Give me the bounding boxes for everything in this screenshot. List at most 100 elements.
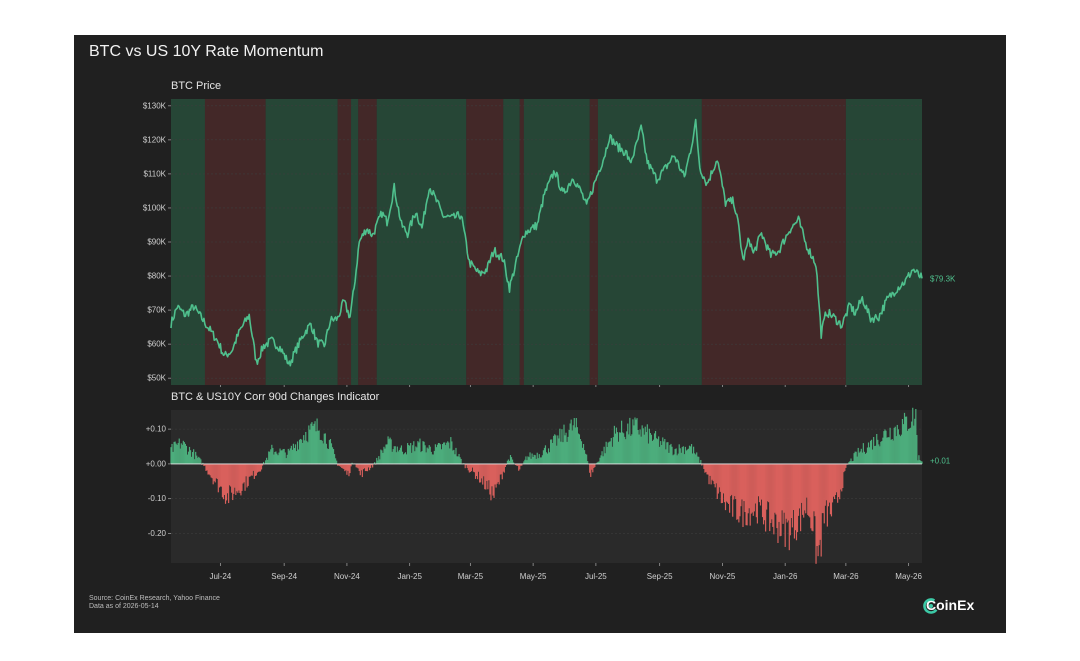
indicator-bar	[383, 446, 385, 464]
indicator-bar	[488, 463, 490, 481]
indicator-bar	[600, 455, 602, 464]
indicator-bar	[322, 443, 324, 464]
indicator-bar	[440, 449, 443, 464]
indicator-bar	[842, 463, 844, 489]
indicator-bar	[853, 453, 855, 464]
indicator-bar	[721, 463, 724, 503]
indicator-bar	[616, 432, 619, 464]
indicator-bar	[794, 463, 797, 531]
indicator-bar	[873, 436, 875, 464]
indicator-bar	[676, 455, 678, 464]
indicator-bar	[454, 454, 456, 464]
indicator-bar	[341, 463, 343, 468]
indicator-bar	[648, 428, 650, 464]
indicator-bar	[912, 407, 914, 464]
indicator-bar	[921, 461, 923, 464]
indicator-bar	[703, 463, 705, 469]
indicator-bar	[409, 445, 411, 464]
indicator-bar	[299, 439, 301, 464]
indicator-bar	[679, 448, 681, 464]
indicator-bar	[265, 460, 267, 464]
indicator-bar	[837, 463, 839, 503]
indicator-bar	[216, 463, 218, 480]
indicator-bar	[388, 439, 390, 464]
indicator-bar	[714, 463, 716, 488]
indicator-bar	[649, 432, 651, 464]
indicator-bar	[505, 463, 507, 466]
indicator-bar	[254, 463, 256, 476]
indicator-bar	[378, 456, 380, 464]
indicator-bar	[861, 452, 863, 464]
indicator-bar	[566, 441, 568, 464]
indicator-bar	[502, 463, 504, 472]
indicator-bar	[593, 463, 595, 468]
indicator-bar	[552, 442, 554, 464]
indicator-bar	[591, 463, 593, 470]
indicator-bar	[723, 463, 726, 503]
indicator-bar	[338, 463, 340, 466]
indicator-bar	[506, 460, 508, 464]
indicator-bar	[192, 452, 194, 464]
indicator-bar	[305, 431, 307, 464]
indicator-bar	[718, 463, 720, 488]
indicator-bar	[420, 452, 422, 464]
indicator-bar	[437, 442, 440, 464]
indicator-bar	[661, 444, 663, 464]
indicator-bar	[689, 446, 692, 464]
price-tick-label: $70K	[147, 306, 166, 315]
indicator-bar	[583, 450, 586, 464]
indicator-bar	[414, 451, 416, 464]
indicator-bar	[571, 430, 573, 464]
indicator-bar	[628, 434, 630, 464]
indicator-bar	[576, 427, 578, 464]
indicator-bar	[722, 463, 725, 494]
indicator-bar	[257, 463, 260, 472]
indicator-bar	[387, 436, 389, 464]
indicator-bar	[546, 453, 549, 464]
indicator-bar	[408, 445, 410, 464]
indicator-bar	[582, 443, 585, 464]
indicator-bar	[609, 441, 611, 464]
x-tick-label: Jul-24	[209, 572, 231, 581]
x-tick-label: May-25	[520, 572, 547, 581]
indicator-bar	[796, 463, 799, 533]
indicator-bar	[273, 454, 275, 464]
indicator-bar	[403, 453, 406, 464]
indicator-bar	[302, 442, 304, 464]
indicator-bar	[556, 445, 558, 464]
indicator-bar	[504, 463, 506, 468]
indicator-bar	[798, 463, 801, 509]
indicator-bar	[196, 455, 198, 464]
indicator-bar	[268, 451, 270, 464]
indicator-bar	[720, 463, 722, 504]
indicator-bar	[274, 451, 276, 464]
indicator-bar	[839, 463, 841, 500]
indicator-bar	[645, 432, 647, 464]
indicator-bar	[662, 437, 664, 464]
indicator-bar	[180, 443, 182, 464]
indicator-bar	[407, 443, 409, 464]
indicator-bar	[580, 441, 583, 464]
indicator-bar	[601, 451, 603, 464]
indicator-bar	[804, 463, 806, 511]
indicator-bar	[668, 452, 670, 464]
indicator-bar	[413, 441, 415, 464]
indicator-bar	[859, 451, 861, 464]
indicator-bar	[766, 463, 768, 510]
indicator-bar	[366, 463, 369, 472]
indicator-bar	[398, 449, 400, 464]
indicator-bar	[781, 463, 783, 511]
indicator-bar	[704, 463, 706, 473]
indicator-bar	[252, 463, 254, 471]
indicator-bar	[318, 430, 320, 464]
indicator-bar	[451, 441, 453, 464]
indicator-bar	[694, 453, 696, 464]
indicator-bar	[774, 463, 776, 513]
indicator-bar	[190, 456, 193, 464]
indicator-bar	[851, 461, 853, 464]
indicator-bar	[175, 443, 177, 464]
indicator-bar	[866, 447, 869, 464]
indicator-bar	[688, 445, 691, 464]
indicator-bar	[772, 463, 774, 527]
indicator-bar	[295, 451, 298, 464]
